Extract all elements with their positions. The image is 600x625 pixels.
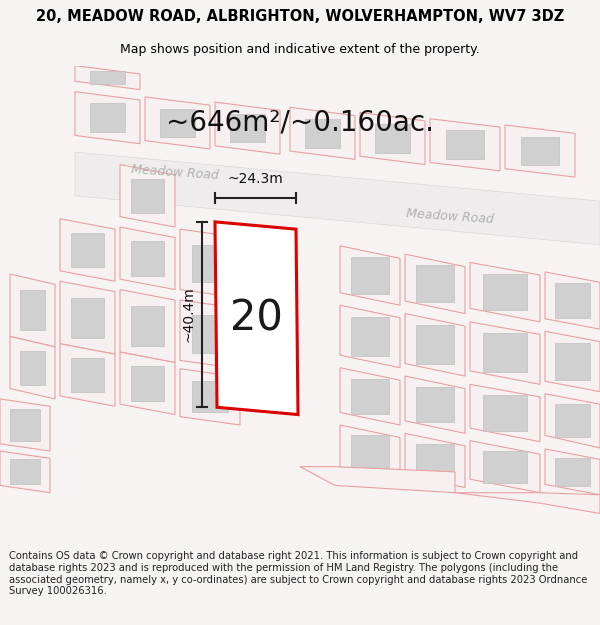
Polygon shape — [300, 467, 455, 492]
Polygon shape — [10, 459, 40, 484]
Polygon shape — [20, 351, 45, 385]
Polygon shape — [20, 291, 45, 331]
Polygon shape — [352, 435, 389, 469]
Polygon shape — [545, 331, 600, 392]
Polygon shape — [75, 66, 140, 89]
Polygon shape — [71, 298, 104, 338]
Polygon shape — [470, 262, 540, 322]
Polygon shape — [484, 334, 527, 372]
Polygon shape — [131, 306, 164, 346]
Polygon shape — [545, 394, 600, 448]
Polygon shape — [484, 274, 527, 311]
Polygon shape — [470, 441, 540, 493]
Text: Meadow Road: Meadow Road — [406, 207, 494, 226]
Polygon shape — [215, 102, 280, 154]
Polygon shape — [10, 409, 40, 441]
Polygon shape — [340, 305, 400, 368]
Text: Meadow Road: Meadow Road — [131, 163, 219, 182]
Polygon shape — [455, 492, 600, 514]
Polygon shape — [416, 326, 454, 364]
Polygon shape — [160, 109, 196, 138]
Polygon shape — [405, 376, 465, 433]
Polygon shape — [446, 131, 484, 159]
Polygon shape — [131, 366, 164, 401]
Polygon shape — [521, 137, 559, 166]
Polygon shape — [120, 227, 175, 289]
Polygon shape — [340, 425, 400, 479]
Text: ~646m²/~0.160ac.: ~646m²/~0.160ac. — [166, 109, 434, 137]
Polygon shape — [89, 103, 125, 132]
Polygon shape — [192, 316, 228, 353]
Polygon shape — [416, 387, 454, 422]
Polygon shape — [89, 71, 125, 84]
Polygon shape — [360, 112, 425, 164]
Text: 20: 20 — [230, 298, 283, 339]
Polygon shape — [215, 222, 298, 414]
Polygon shape — [120, 352, 175, 414]
Text: ~24.3m: ~24.3m — [227, 172, 283, 186]
Polygon shape — [430, 119, 500, 171]
Polygon shape — [120, 289, 175, 362]
Polygon shape — [131, 179, 164, 213]
Polygon shape — [405, 314, 465, 376]
Polygon shape — [192, 381, 228, 412]
Polygon shape — [290, 107, 355, 159]
Polygon shape — [180, 300, 240, 369]
Polygon shape — [180, 369, 240, 425]
Polygon shape — [470, 384, 540, 442]
Polygon shape — [340, 246, 400, 305]
Polygon shape — [0, 399, 50, 451]
Polygon shape — [131, 241, 164, 276]
Text: 20, MEADOW ROAD, ALBRIGHTON, WOLVERHAMPTON, WV7 3DZ: 20, MEADOW ROAD, ALBRIGHTON, WOLVERHAMPT… — [36, 9, 564, 24]
Polygon shape — [10, 336, 55, 399]
Polygon shape — [405, 254, 465, 314]
Polygon shape — [10, 274, 55, 347]
Text: ~40.4m: ~40.4m — [181, 287, 195, 342]
Polygon shape — [545, 449, 600, 495]
Polygon shape — [230, 114, 265, 142]
Polygon shape — [352, 317, 389, 356]
Polygon shape — [405, 433, 465, 488]
Polygon shape — [352, 257, 389, 294]
Polygon shape — [192, 244, 228, 282]
Polygon shape — [75, 152, 600, 245]
Polygon shape — [0, 451, 50, 493]
Polygon shape — [60, 344, 115, 406]
Polygon shape — [305, 119, 340, 148]
Polygon shape — [374, 124, 410, 153]
Polygon shape — [71, 357, 104, 392]
Polygon shape — [484, 451, 527, 482]
Polygon shape — [416, 444, 454, 478]
Polygon shape — [556, 282, 590, 318]
Polygon shape — [180, 229, 240, 298]
Polygon shape — [71, 232, 104, 268]
Polygon shape — [352, 379, 389, 414]
Text: Contains OS data © Crown copyright and database right 2021. This information is : Contains OS data © Crown copyright and d… — [9, 551, 587, 596]
Polygon shape — [60, 281, 115, 354]
Polygon shape — [340, 368, 400, 425]
Polygon shape — [484, 395, 527, 431]
Polygon shape — [145, 97, 210, 149]
Polygon shape — [120, 164, 175, 227]
Text: Map shows position and indicative extent of the property.: Map shows position and indicative extent… — [120, 42, 480, 56]
Polygon shape — [556, 458, 590, 486]
Polygon shape — [60, 219, 115, 281]
Polygon shape — [470, 322, 540, 384]
Polygon shape — [505, 125, 575, 177]
Polygon shape — [75, 92, 140, 144]
Polygon shape — [416, 266, 454, 302]
Polygon shape — [556, 404, 590, 437]
Polygon shape — [556, 342, 590, 380]
Polygon shape — [545, 272, 600, 329]
